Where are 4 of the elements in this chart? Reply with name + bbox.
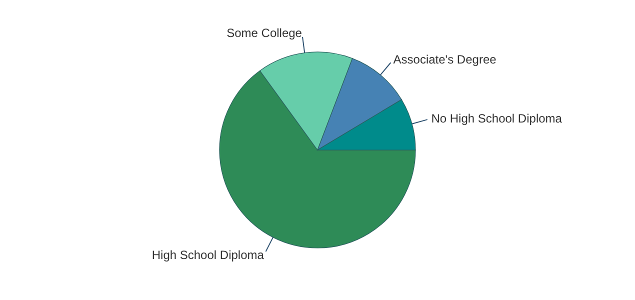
slice-label: Associate's Degree	[393, 52, 497, 67]
slice-label: Some College	[226, 26, 302, 40]
slice-label: No High School Diploma	[431, 112, 562, 126]
slice-label: High School Diploma	[152, 248, 264, 262]
